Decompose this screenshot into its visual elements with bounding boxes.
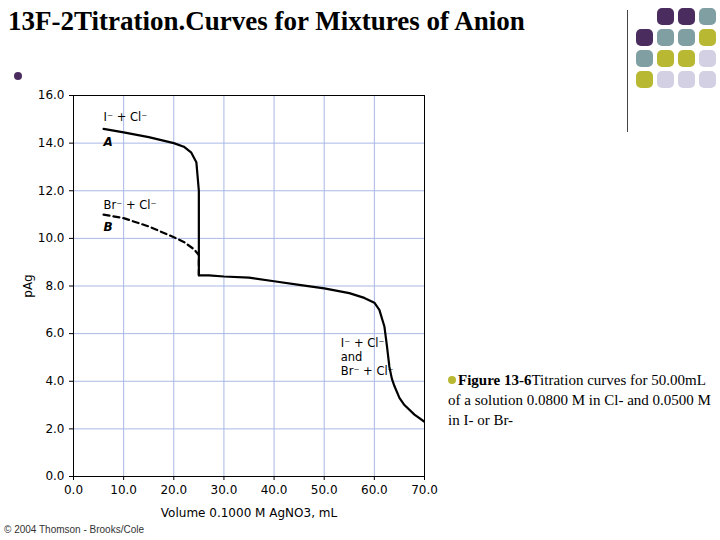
- svg-text:6.0: 6.0: [45, 326, 64, 340]
- svg-text:14.0: 14.0: [38, 136, 65, 150]
- svg-text:and: and: [341, 350, 363, 364]
- svg-text:A: A: [103, 135, 113, 149]
- svg-text:Br⁻ + Cl⁻: Br⁻ + Cl⁻: [104, 198, 157, 212]
- svg-text:50.0: 50.0: [311, 483, 338, 497]
- svg-text:0.0: 0.0: [45, 469, 64, 483]
- svg-text:B: B: [104, 220, 113, 234]
- svg-text:60.0: 60.0: [361, 483, 388, 497]
- html-text:13F-2Titration.Curves for Mixt: 13F-2Titration.Curves for Mixtures of An…: [8, 6, 525, 36]
- svg-text:10.0: 10.0: [38, 231, 65, 245]
- html-text:Figure 13-6 Titration curves f: Figure 13-6 Titration curves for 50.00mL…: [448, 372, 711, 428]
- svg-text:16.0: 16.0: [38, 88, 65, 102]
- svg-text:10.0: 10.0: [110, 483, 137, 497]
- svg-text:70.0: 70.0: [411, 483, 438, 497]
- svg-text:30.0: 30.0: [211, 483, 238, 497]
- svg-text:I⁻ + Cl⁻: I⁻ + Cl⁻: [104, 110, 148, 124]
- svg-text:Br⁻ + Cl⁻: Br⁻ + Cl⁻: [341, 364, 394, 378]
- svg-text:4.0: 4.0: [45, 374, 64, 388]
- svg-text:I⁻ + Cl⁻: I⁻ + Cl⁻: [341, 336, 385, 350]
- svg-text:0.0: 0.0: [64, 483, 83, 497]
- svg-text:8.0: 8.0: [45, 279, 64, 293]
- svg-text:Volume 0.1000 M AgNO3, mL: Volume 0.1000 M AgNO3, mL: [161, 506, 338, 520]
- svg-text:2.0: 2.0: [45, 422, 64, 436]
- svg-text:20.0: 20.0: [160, 483, 187, 497]
- svg-text:pAg: pAg: [21, 274, 35, 297]
- svg-text:40.0: 40.0: [261, 483, 288, 497]
- html-text:© 2004 Thomson - Brooks/Cole: © 2004 Thomson - Brooks/Cole: [4, 524, 144, 535]
- svg-text:12.0: 12.0: [38, 184, 65, 198]
